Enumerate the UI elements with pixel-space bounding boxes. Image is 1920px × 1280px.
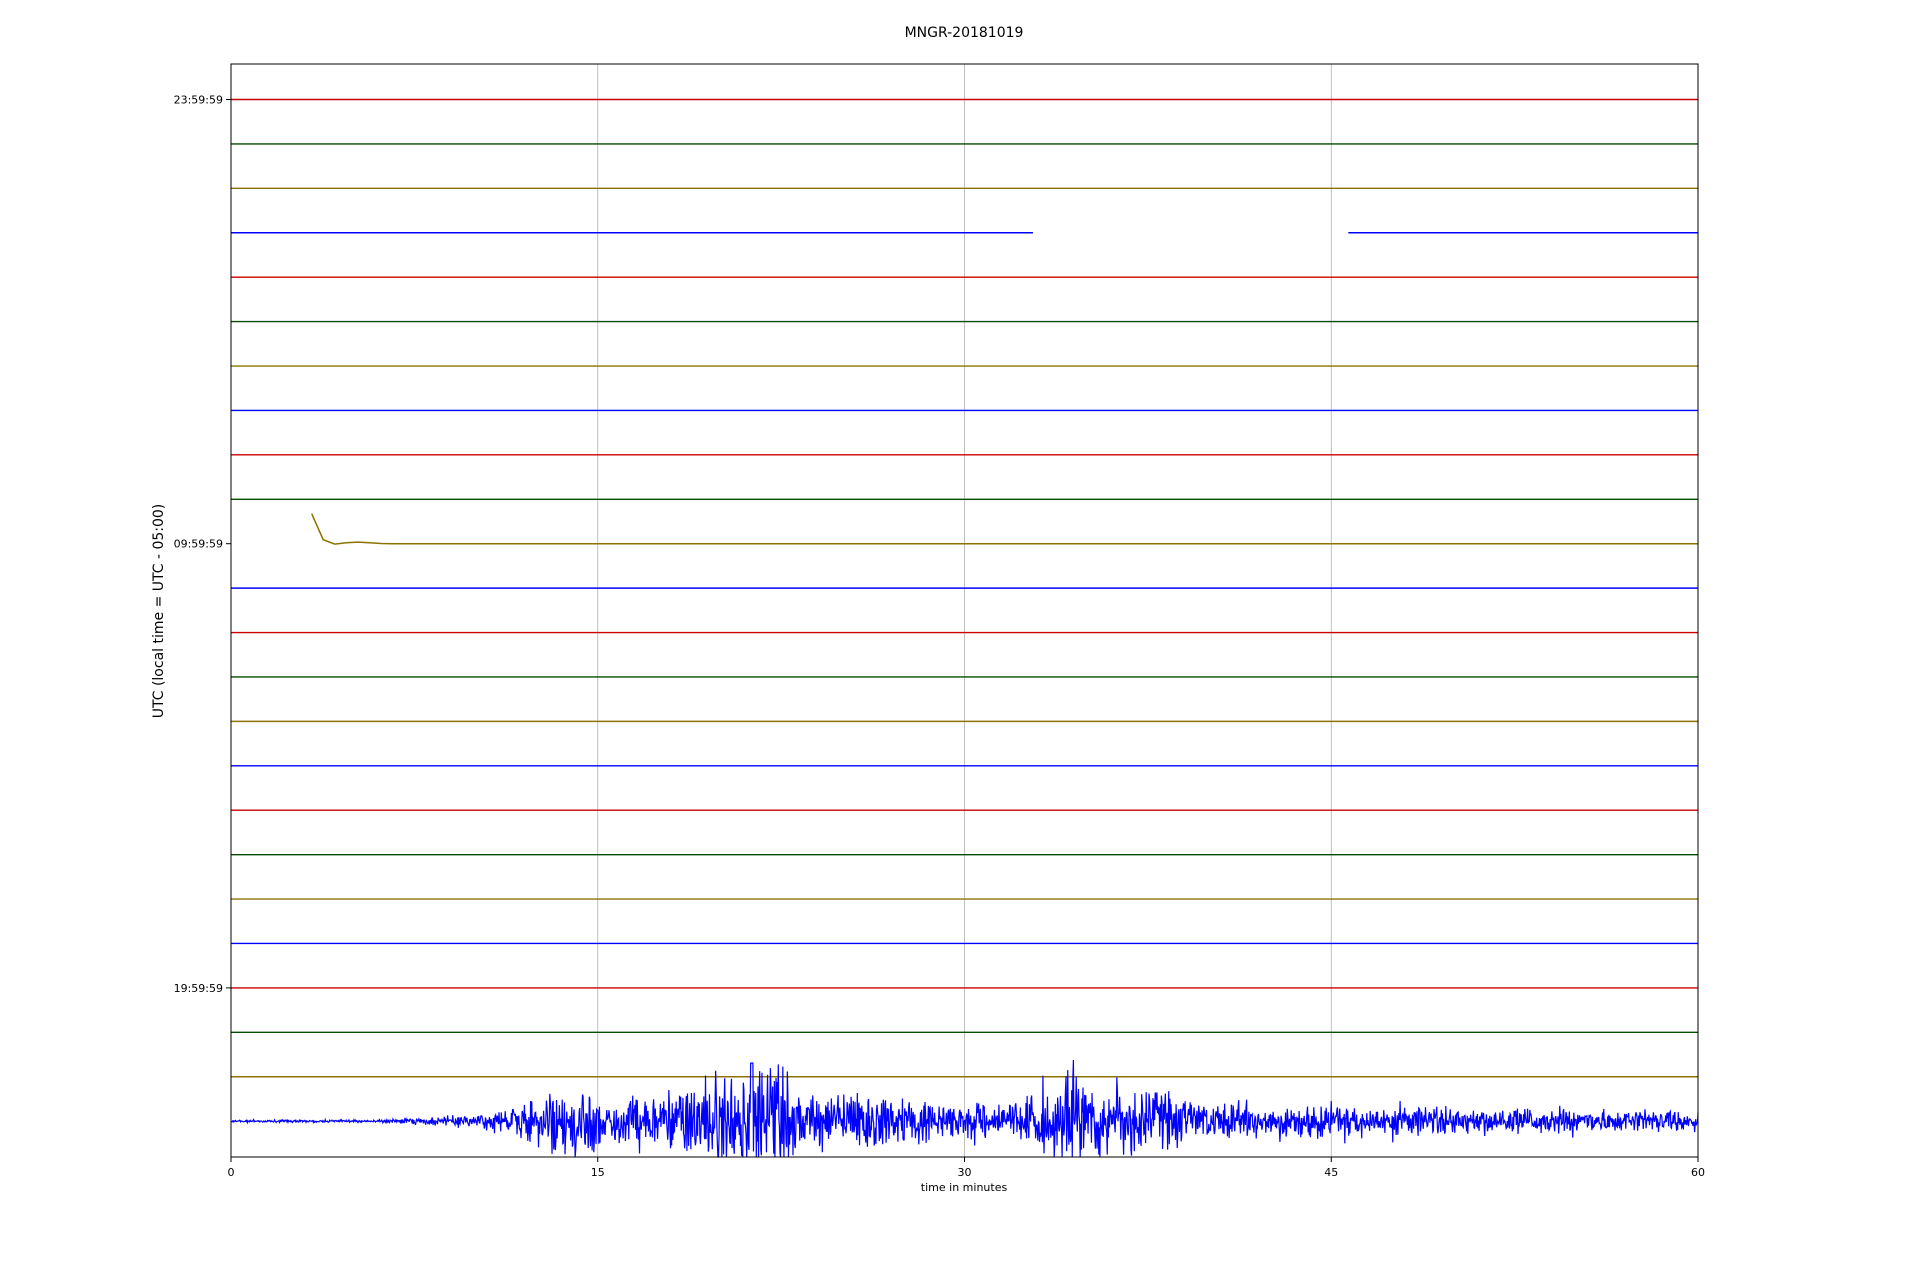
trace-row-10 [311, 513, 1698, 545]
x-axis-label: time in minutes [921, 1181, 1008, 1194]
y-axis-label: UTC (local time = UTC - 05:00) [151, 504, 167, 719]
x-tick-label: 30 [958, 1166, 972, 1179]
helicorder-traces [230, 98, 1699, 1158]
trace-row-23 [230, 1060, 1699, 1158]
y-tick-label: 19:59:59 [174, 982, 223, 995]
x-axis-ticks: 0 15 30 45 60 [228, 1157, 1705, 1179]
chart-title: MNGR-20181019 [905, 25, 1024, 41]
y-tick-label: 23:59:59 [174, 94, 223, 107]
x-tick-label: 0 [228, 1166, 235, 1179]
y-axis-ticks: 23:59:59 09:59:59 19:59:59 [174, 94, 231, 995]
x-tick-label: 60 [1691, 1166, 1705, 1179]
vertical-gridlines [597, 64, 1332, 1157]
x-tick-label: 15 [591, 1166, 605, 1179]
y-tick-label: 09:59:59 [174, 538, 223, 551]
x-tick-label: 45 [1324, 1166, 1338, 1179]
